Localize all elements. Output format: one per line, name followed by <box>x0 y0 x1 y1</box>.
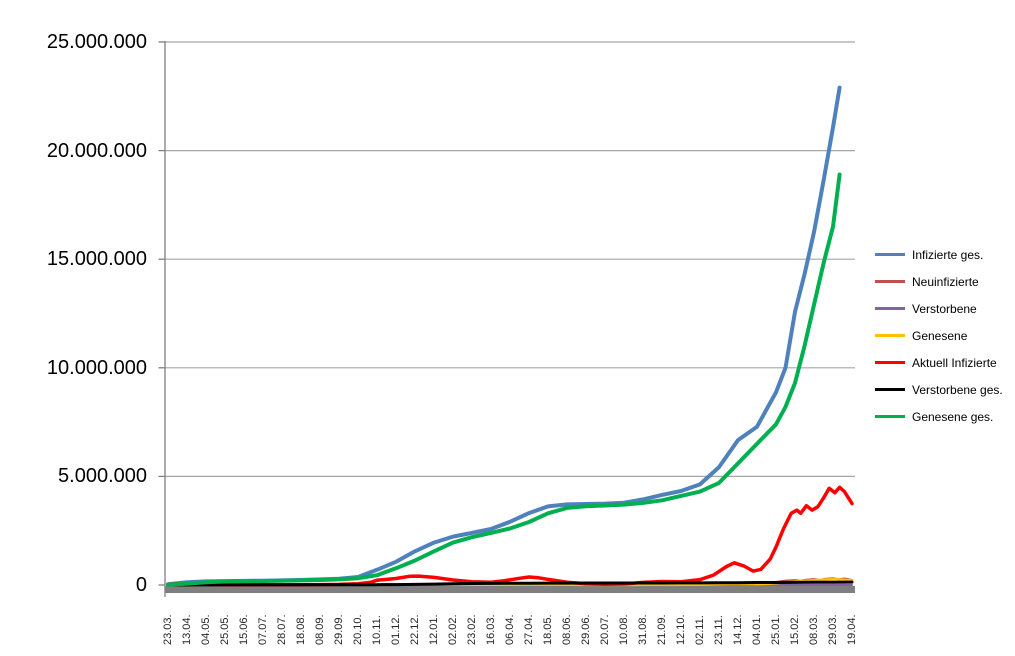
x-axis-tick-label: 29.06. <box>579 614 592 645</box>
legend-item-genesene: Genesene <box>875 328 1003 343</box>
x-axis-tick-label: 16.03. <box>484 614 497 645</box>
x-axis-tick-label: 19.04. <box>845 614 858 645</box>
x-axis-tick-label: 20.10. <box>351 614 364 645</box>
x-axis-tick-label: 28.07. <box>275 614 288 645</box>
y-axis-tick-label: 20.000.000 <box>46 139 147 162</box>
legend-line-swatch <box>875 361 905 364</box>
legend-line-swatch <box>875 334 905 337</box>
y-axis-tick-label: 5.000.000 <box>58 465 147 488</box>
legend-line-swatch <box>875 307 905 310</box>
x-axis-tick-label: 08.03. <box>807 614 820 645</box>
x-axis-tick-label: 18.05. <box>541 614 554 645</box>
x-axis-tick-label: 15.02. <box>788 614 801 645</box>
x-axis-tick-label: 13.04. <box>180 614 193 645</box>
x-axis-tick-label: 15.06. <box>237 614 250 645</box>
legend-item-label: Neuinfizierte <box>912 274 979 289</box>
legend-item-neuinfizierte: Neuinfizierte <box>875 274 1003 289</box>
x-axis-tick-label: 27.04. <box>522 614 535 645</box>
x-axis-tick-label: 23.11. <box>712 615 725 645</box>
legend-line-swatch <box>875 388 905 391</box>
legend: Infizierte ges. Neuinfizierte Verstorbene G… <box>875 248 1003 437</box>
legend-item-infizierte-ges: Infizierte ges. <box>875 247 1003 262</box>
x-axis-tick-label: 31.08. <box>636 614 649 645</box>
x-axis-bar <box>165 586 855 593</box>
legend-line-swatch <box>875 415 905 418</box>
legend-line-swatch <box>875 253 905 256</box>
x-axis-tick-label: 12.01. <box>427 614 440 645</box>
x-axis-tick-label: 18.08. <box>294 614 307 645</box>
legend-item-verstorbene-ges: Verstorbene ges. <box>875 382 1003 397</box>
x-axis-tick-label: 22.12. <box>408 614 421 645</box>
x-axis-tick-label: 29.03. <box>826 614 839 645</box>
x-axis-tick-label: 04.05. <box>199 614 212 645</box>
x-axis-tick-label: 08.06. <box>560 614 573 645</box>
x-axis-tick-label: 14.12. <box>731 614 744 645</box>
y-axis-tick-label: 15.000.000 <box>46 248 147 271</box>
x-axis-tick-label: 07.07. <box>256 614 269 645</box>
x-axis-tick-label: 06.04. <box>503 614 516 645</box>
legend-line-swatch <box>875 280 905 283</box>
x-axis-tick-label: 25.01. <box>769 614 782 645</box>
x-axis-tick-label: 02.11. <box>693 615 706 645</box>
legend-item-label: Infizierte ges. <box>912 247 984 262</box>
x-axis-tick-label: 10.08. <box>617 614 630 645</box>
legend-item-aktuell-infizierte: Aktuell Infizierte <box>875 355 1003 370</box>
series-line-infizierte-ges <box>166 85 842 587</box>
legend-item-label: Aktuell Infizierte <box>912 355 997 370</box>
x-axis-tick-label: 04.01. <box>750 614 763 645</box>
legend-item-label: Genesene ges. <box>912 409 994 424</box>
y-axis-tick-label: 10.000.000 <box>46 356 147 379</box>
y-axis-tick-label: 0 <box>135 574 147 596</box>
series-line-aktuell-infizierte <box>166 485 854 587</box>
legend-item-label: Verstorbene <box>912 301 977 316</box>
series-line-genesene-ges <box>166 172 842 587</box>
x-axis-tick-label: 29.09. <box>332 614 345 645</box>
x-axis-tick-label: 23.02. <box>465 614 478 645</box>
x-axis-tick-label: 25.05. <box>218 614 231 645</box>
x-axis-tick-label: 01.12. <box>389 614 402 645</box>
series-line-verstorbene-ges <box>166 580 854 587</box>
x-axis-tick-label: 12.10. <box>674 614 687 645</box>
legend-item-label: Verstorbene ges. <box>912 382 1003 397</box>
legend-item-label: Genesene <box>912 328 968 343</box>
x-axis-tick-label: 20.07. <box>598 614 611 645</box>
x-axis-tick-label: 02.02. <box>446 614 459 645</box>
legend-item-verstorbene: Verstorbene <box>875 301 1003 316</box>
x-axis-tick-label: 23.03. <box>161 614 174 645</box>
x-axis-tick-label: 10.11. <box>370 615 383 645</box>
y-axis-tick-label: 25.000.000 <box>46 31 147 53</box>
x-axis-tick-label: 21.09. <box>655 614 668 645</box>
x-axis-tick-label: 08.09. <box>313 614 326 645</box>
legend-item-genesene-ges: Genesene ges. <box>875 409 1003 424</box>
